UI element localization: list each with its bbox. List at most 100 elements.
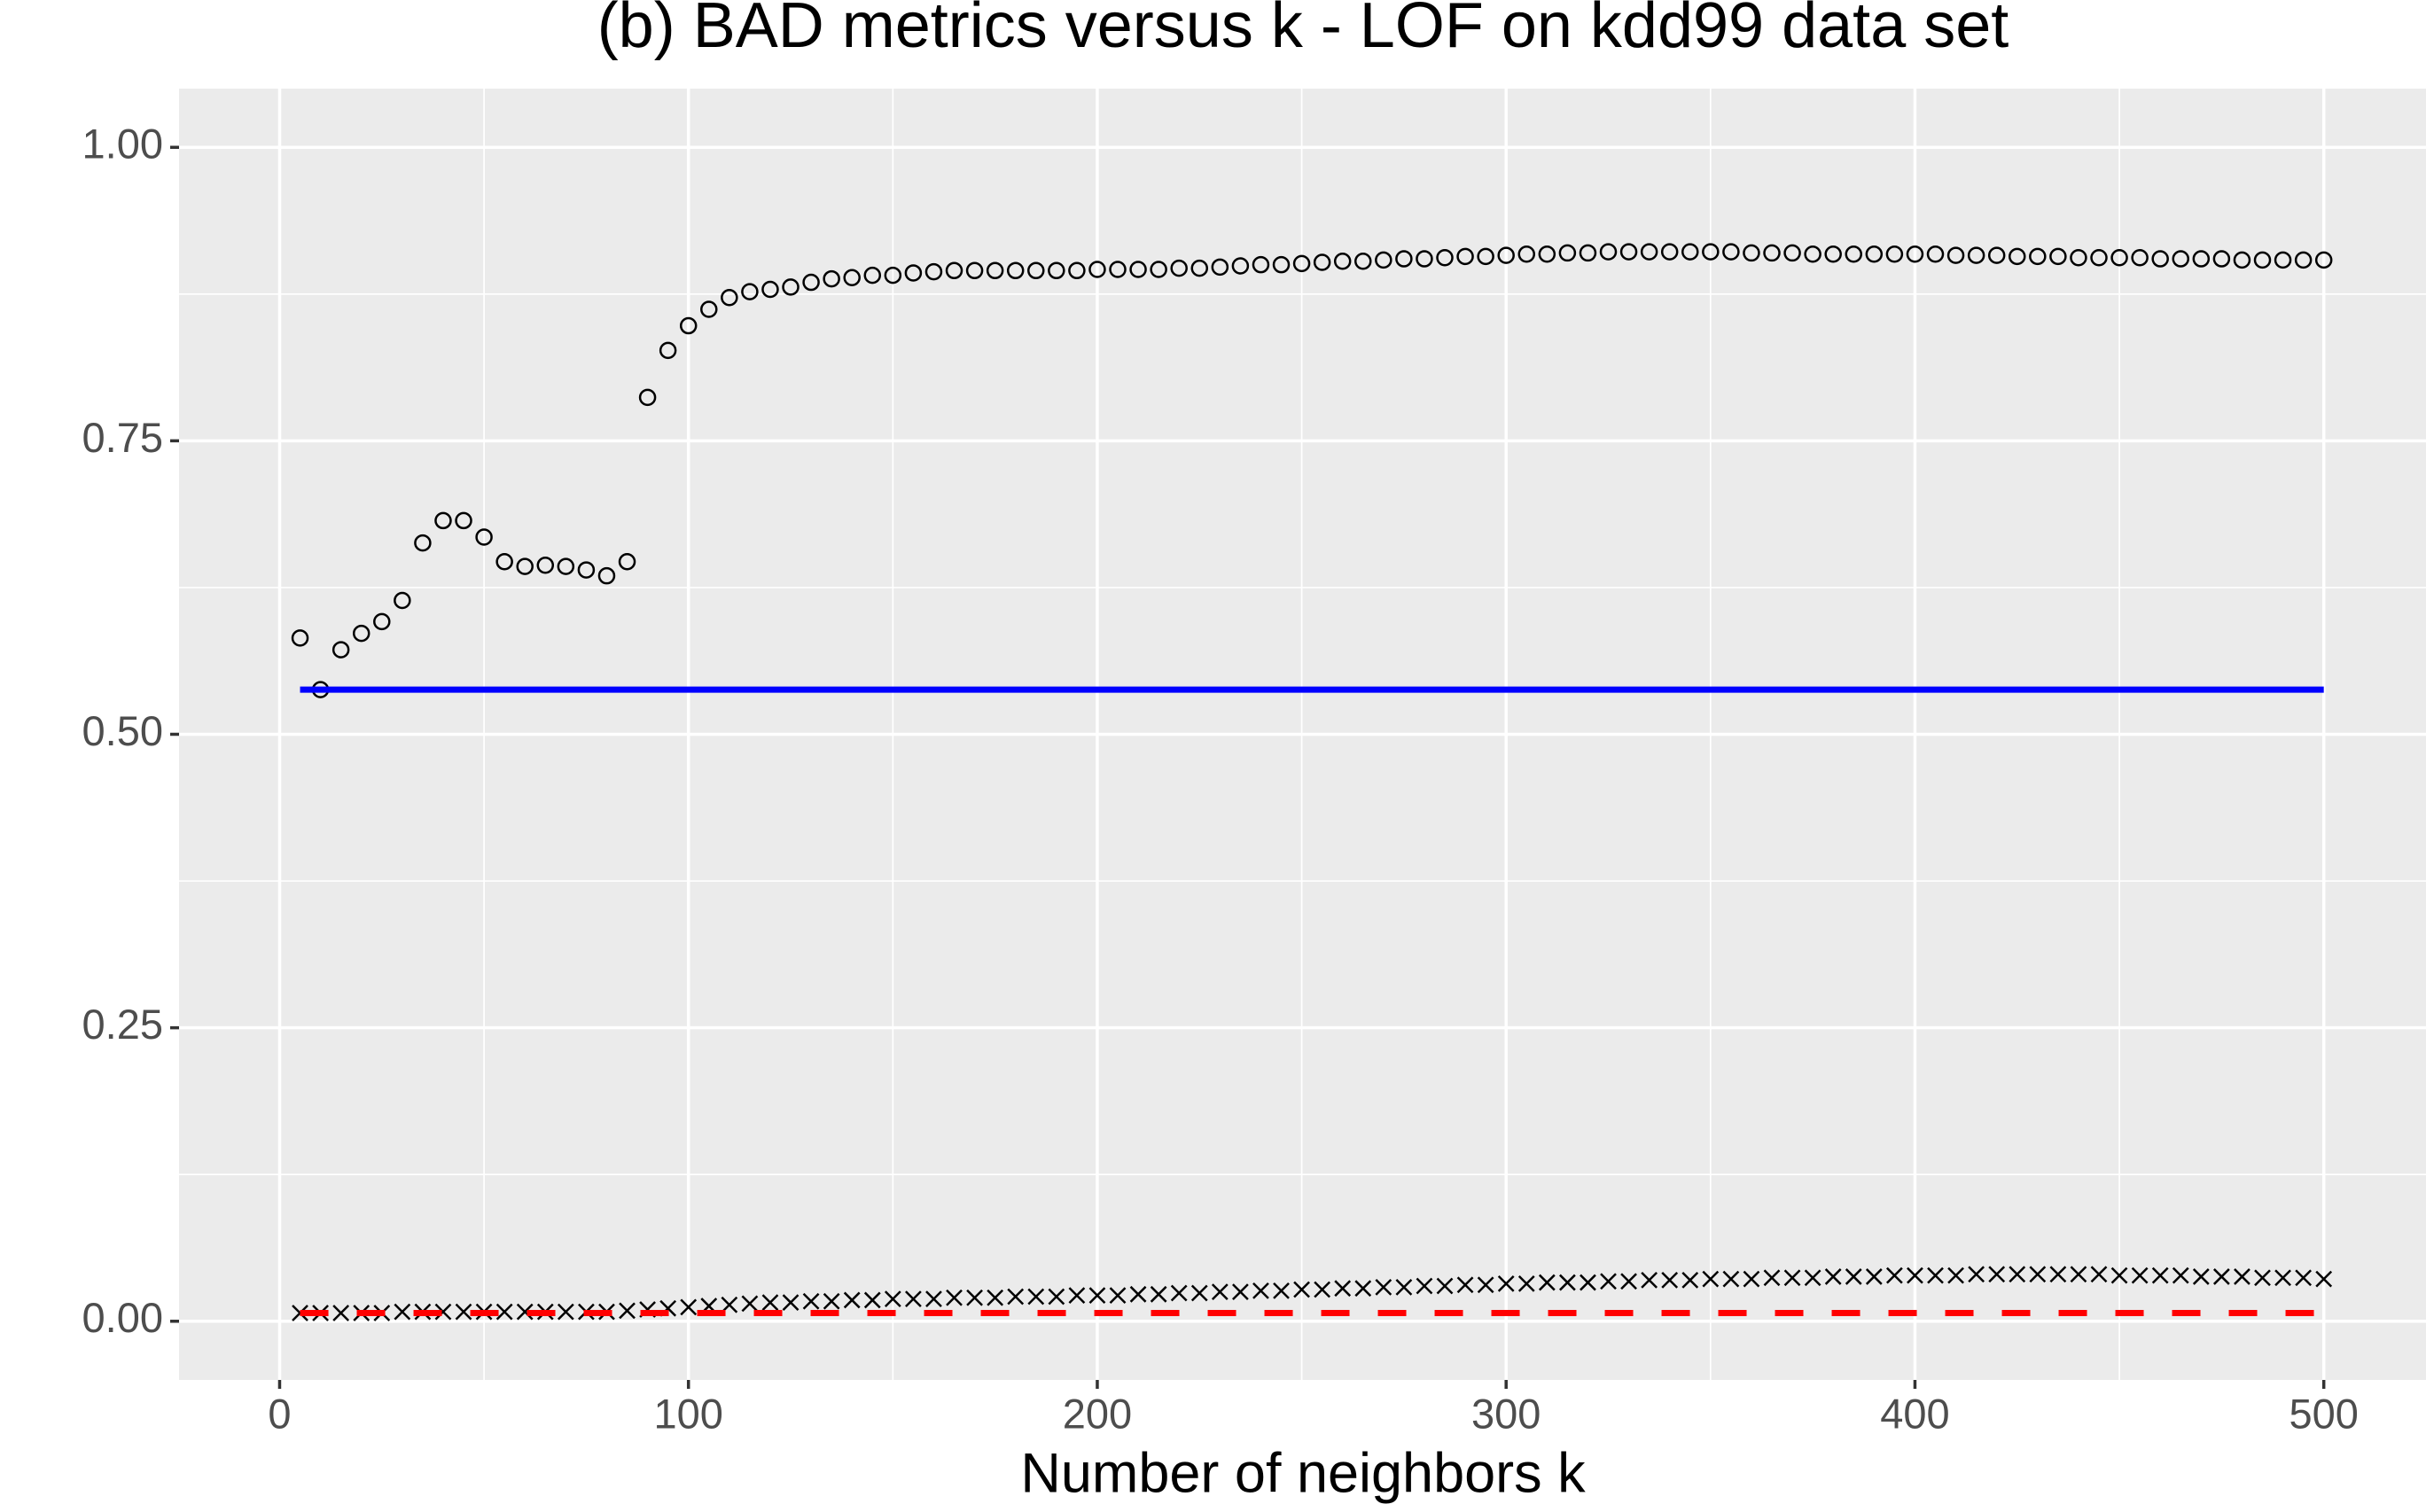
cross-point: [2009, 1266, 2026, 1283]
circle-point: [1354, 252, 1372, 270]
circle-point: [863, 266, 882, 284]
cross-point: [1517, 1275, 1535, 1292]
cross-point: [1681, 1272, 1699, 1289]
cross-point: [2090, 1266, 2108, 1283]
cross-point: [557, 1303, 574, 1321]
circle-point: [373, 612, 391, 631]
cross-point: [2234, 1268, 2250, 1285]
cross-point: [434, 1303, 452, 1321]
cross-point: [332, 1305, 350, 1321]
cross-point: [1538, 1274, 1556, 1291]
x-tick-label: 0: [268, 1390, 291, 1437]
cross-point: [925, 1290, 942, 1307]
circle-point: [1211, 258, 1229, 277]
cross-point: [1885, 1266, 1903, 1284]
circle-point: [823, 269, 840, 288]
circle-point: [659, 341, 677, 360]
cross-point: [1170, 1284, 1188, 1302]
cross-point: [1947, 1266, 1964, 1284]
circle-point: [700, 300, 718, 318]
cross-point: [884, 1290, 901, 1307]
circle-point: [1088, 261, 1106, 278]
circle-point: [1333, 252, 1352, 270]
circle-point: [1579, 244, 1597, 262]
cross-point: [2274, 1269, 2291, 1287]
x-tick-label: 300: [1471, 1390, 1541, 1437]
circle-point: [1722, 243, 1740, 261]
circle-point: [1967, 246, 1985, 264]
cross-point: [1600, 1273, 1617, 1290]
chart-title: (b) BAD metrics versus k - LOF on kdd99 …: [597, 0, 2009, 61]
circle-point: [1395, 250, 1413, 268]
circle-point: [2253, 251, 2272, 269]
cross-point: [1804, 1269, 1821, 1287]
cross-point: [1661, 1272, 1679, 1289]
cross-point: [782, 1294, 800, 1311]
circle-point: [2172, 250, 2190, 268]
circle-point: [1538, 246, 1556, 263]
y-tick-label: 0.50: [82, 707, 163, 754]
circle-point: [945, 261, 963, 280]
cross-point: [1845, 1268, 1862, 1285]
circle-point: [291, 629, 309, 647]
circle-point: [802, 273, 820, 292]
cross-point: [721, 1296, 738, 1313]
circle-point: [1926, 246, 1945, 263]
y-tick-label: 1.00: [82, 121, 163, 168]
cross-point: [516, 1303, 534, 1321]
circle-point: [965, 261, 984, 280]
circle-point: [577, 561, 596, 579]
cross-point: [1088, 1287, 1106, 1305]
cross-point: [1252, 1282, 1269, 1299]
cross-point: [455, 1303, 472, 1321]
x-tick-label: 100: [653, 1390, 722, 1437]
circle-point: [1477, 247, 1494, 266]
circle-point: [1109, 261, 1127, 278]
cross-point: [1293, 1281, 1310, 1298]
circle-point: [1660, 243, 1679, 261]
circle-point: [1313, 253, 1331, 271]
circle-point: [884, 266, 902, 284]
cross-point: [1416, 1277, 1433, 1295]
circle-point: [1150, 261, 1167, 278]
cross-point: [843, 1291, 861, 1309]
cross-point: [2131, 1266, 2149, 1284]
circle-point: [721, 289, 738, 307]
cross-point: [2151, 1266, 2169, 1284]
cross-point: [1436, 1277, 1454, 1295]
cross-point: [1988, 1266, 2006, 1283]
circle-point: [1865, 246, 1884, 263]
cross-point: [946, 1289, 963, 1306]
cross-point: [802, 1292, 820, 1310]
y-tick-label: 0.25: [82, 1001, 163, 1048]
circle-point: [2314, 251, 2333, 269]
cross-point: [495, 1303, 513, 1321]
cross-point: [1109, 1287, 1127, 1305]
circle-point: [597, 566, 616, 585]
cross-point: [1907, 1266, 1923, 1284]
circle-point: [782, 278, 800, 296]
cross-point: [966, 1289, 983, 1306]
circle-point: [352, 624, 371, 643]
circle-point: [1436, 248, 1454, 267]
circle-point: [1743, 244, 1760, 262]
circle-point: [1068, 261, 1086, 280]
circle-point: [2151, 250, 2169, 268]
cross-point: [1927, 1266, 1944, 1284]
cross-point: [761, 1294, 779, 1311]
cross-point: [1027, 1288, 1045, 1305]
circle-point: [761, 280, 779, 299]
cross-point: [2172, 1266, 2189, 1284]
cross-point: [1702, 1270, 1720, 1288]
cross-point: [292, 1305, 308, 1321]
circle-point: [2212, 250, 2231, 268]
circle-point: [414, 534, 432, 552]
cross-point: [741, 1295, 759, 1313]
circle-point: [1702, 243, 1720, 261]
cross-point: [1783, 1269, 1801, 1287]
circle-point: [1517, 246, 1536, 263]
circle-point: [1783, 244, 1801, 262]
circle-point: [1987, 246, 2006, 264]
circle-point: [557, 557, 575, 575]
cross-point: [1497, 1275, 1515, 1292]
